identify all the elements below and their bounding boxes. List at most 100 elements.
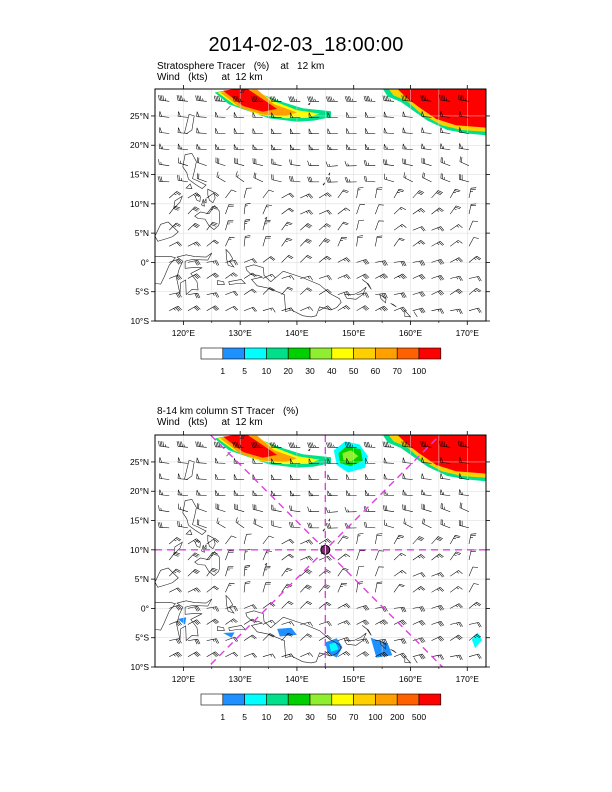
wind-barb xyxy=(289,175,301,183)
wind-barb xyxy=(262,273,276,279)
wind-barb xyxy=(307,176,320,183)
coastline xyxy=(228,279,247,286)
coastline xyxy=(264,216,268,221)
wind-barb xyxy=(243,235,251,247)
wind-barb xyxy=(450,224,463,231)
colorbar-label: 5 xyxy=(242,366,247,376)
wind-barb xyxy=(382,441,395,448)
wind-barb xyxy=(187,605,201,612)
wind-barb xyxy=(300,275,313,281)
wind-barb xyxy=(344,177,357,183)
wind-barb xyxy=(187,552,200,561)
wind-barb xyxy=(300,238,312,247)
colorbar-swatch xyxy=(309,347,333,360)
wind-barb xyxy=(412,653,426,660)
wind-barb xyxy=(269,96,282,102)
colorbar-label: 50 xyxy=(327,712,337,722)
wind-barb xyxy=(225,618,238,625)
coastline xyxy=(203,544,207,550)
colorbar-label: 100 xyxy=(368,712,382,722)
x-tick-label: 150°E xyxy=(342,328,366,338)
colorbar-swatch xyxy=(222,693,245,706)
wind-barb xyxy=(251,96,263,102)
colorbar-label: 20 xyxy=(283,366,293,376)
wind-barb xyxy=(262,535,274,545)
wind-barb xyxy=(187,538,201,545)
wind-barb xyxy=(412,208,426,215)
wind-barb xyxy=(402,473,413,480)
colorbar-swatch xyxy=(309,693,333,706)
wind-barb xyxy=(384,173,395,183)
wind-barb xyxy=(177,457,188,464)
wind-barb xyxy=(243,634,257,641)
wind-barb xyxy=(346,144,357,150)
wind-barb xyxy=(196,173,207,183)
wind-barb xyxy=(468,533,477,545)
colorbar-swatch xyxy=(353,347,376,360)
wind-barb xyxy=(356,651,370,657)
coastline xyxy=(328,518,331,522)
wind-barb xyxy=(458,173,470,183)
wind-barb xyxy=(468,287,482,295)
wind-barb xyxy=(327,112,338,118)
coastline xyxy=(185,183,193,189)
wind-barb xyxy=(196,457,207,464)
wind-barb xyxy=(421,473,432,480)
wind-barb xyxy=(196,111,207,118)
wind-barb xyxy=(375,220,385,231)
wind-barb xyxy=(233,112,245,118)
colorbar-label: 30 xyxy=(305,712,315,722)
wind-barb xyxy=(450,586,463,593)
wind-barb xyxy=(431,635,445,642)
wind-barb xyxy=(262,307,276,313)
wind-barb xyxy=(337,236,348,247)
wind-barb xyxy=(375,187,383,199)
x-tick-label: 140°E xyxy=(285,674,309,684)
coastline xyxy=(239,435,246,439)
wind-barb xyxy=(468,307,482,313)
wind-barb xyxy=(365,474,376,480)
wind-barb xyxy=(235,171,245,183)
wind-barb xyxy=(225,204,235,215)
wind-barb xyxy=(412,291,426,297)
wind-barb xyxy=(206,538,220,545)
wind-barb xyxy=(375,651,388,658)
wind-barb xyxy=(251,442,263,448)
wind-barb xyxy=(440,502,451,512)
wind-barb xyxy=(325,523,338,529)
wind-barb xyxy=(215,111,226,118)
wind-barb xyxy=(177,111,188,118)
wind-barb xyxy=(215,473,226,480)
wind-barb xyxy=(458,457,470,464)
wind-barb xyxy=(458,127,470,134)
wind-barb xyxy=(177,473,188,480)
wind-barb xyxy=(356,550,365,561)
colorbar-swatch xyxy=(200,347,224,360)
coastline xyxy=(245,264,342,318)
wind-barb xyxy=(308,112,320,118)
coastline xyxy=(362,279,372,290)
coastline xyxy=(182,499,207,535)
wind-barb xyxy=(346,112,357,118)
p2-map-area xyxy=(155,435,486,667)
map-frame xyxy=(154,434,487,668)
wind-barb xyxy=(356,259,370,265)
coastline xyxy=(413,657,418,664)
wind-barb xyxy=(346,458,357,464)
wind-barb xyxy=(420,440,432,448)
wind-barb xyxy=(383,111,395,118)
panel1-title: Stratosphere Tracer (%) at 12 km xyxy=(157,61,325,72)
coastline xyxy=(226,105,231,111)
tracer-contour-fill xyxy=(177,617,187,625)
wind-barb xyxy=(383,473,395,480)
wind-barb xyxy=(187,223,200,231)
x-tick-label: 160°E xyxy=(399,674,423,684)
coastline xyxy=(404,309,412,318)
wind-barb xyxy=(412,226,426,232)
wind-barb xyxy=(375,204,385,215)
coastline xyxy=(264,562,268,567)
wind-barb xyxy=(468,622,482,628)
wind-barb xyxy=(262,220,271,231)
wind-barb xyxy=(281,553,294,561)
wind-barb xyxy=(187,638,201,645)
